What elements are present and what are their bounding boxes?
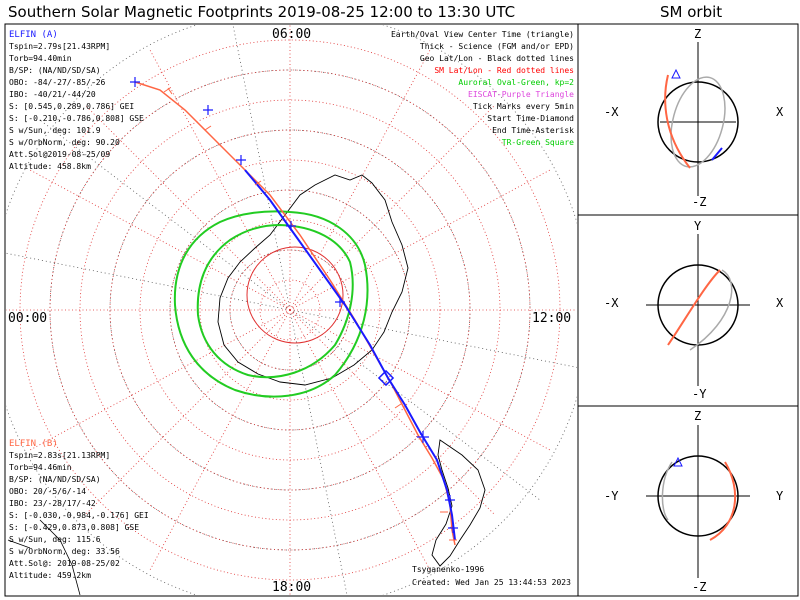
orbit-plot-xy: Y -Y -X X [604, 219, 784, 401]
orbit-plot-yz: Z -Z -Y Y [604, 409, 784, 594]
elfin-b-line: Altitude: 459.2km [9, 571, 91, 580]
legend-item: Thick - Science (FGM and/or EPD) [420, 42, 574, 51]
elfin-b-ticks [163, 87, 457, 541]
elfin-a-line: Altitude: 458.8km [9, 162, 91, 171]
elfin-a-track [244, 169, 456, 541]
legend-item: End Time-Asterisk [492, 126, 574, 135]
start-time-diamond [377, 369, 395, 387]
legend-item: Geo Lat/Lon - Black dotted lines [420, 54, 574, 63]
elfin-b-line: IBO: 23/-28/17/-42 [9, 499, 96, 508]
orbit-axis-label: -Y [604, 489, 619, 503]
elfin-a-line: OBO: -84/-27/-85/-26 [9, 78, 106, 87]
orbit-panel-xz [577, 23, 799, 216]
legend-item: Start Time-Diamond [487, 114, 574, 123]
africa-coastline [7, 519, 81, 595]
orbit-axis-label: Y [776, 489, 784, 503]
legend: Earth/Oval View Center Time (triangle) T… [391, 30, 574, 147]
auroral-oval-outer [173, 210, 369, 398]
orbit-axis-label: -X [604, 296, 619, 310]
elfin-a-info: ELFIN (A) Tspin=2.79s[21.43RPM] Torb=94.… [9, 30, 144, 171]
model-credit: Tsyganenko-1996 [412, 565, 484, 574]
orbit-plot-xz: Z -Z -X X [604, 27, 784, 209]
sm-reference-circle [246, 246, 344, 344]
elfin-a-line: Tspin=2.79s[21.43RPM] [9, 42, 110, 51]
legend-item: Auroral Oval-Green, kp=2 [458, 78, 574, 87]
elfin-a-ticks [130, 77, 458, 533]
orbit-axis-label: -Z [692, 580, 706, 594]
elfin-a-line: S w/Sun, deg: 101.9 [9, 126, 101, 135]
elfin-b-line: S w/OrbNorm, deg: 33.56 [9, 547, 120, 556]
elfin-a-title: ELFIN (A) [9, 30, 58, 40]
elfin-b-line: Torb=94.46min [9, 463, 72, 472]
sm-grid [6, 25, 577, 595]
auroral-oval-inner [196, 223, 354, 379]
elfin-b-info: ELFIN (B) Tspin=2.83s[21.13RPM] Torb=94.… [9, 439, 149, 580]
elfin-a-line: S: [0.545,0.289,0.786] GEI [9, 102, 134, 111]
orbit-panel-xy [577, 214, 799, 407]
time-label-top: 06:00 [272, 27, 311, 42]
elfin-a-line: B/SP: (NA/ND/SD/SA) [9, 66, 101, 75]
time-label-bottom: 18:00 [272, 580, 311, 595]
polar-map [6, 25, 577, 595]
legend-item: EISCAT-Purple Triangle [468, 90, 574, 99]
elfin-a-line: S w/OrbNorm, deg: 90.20 [9, 138, 120, 147]
elfin-a-line: S: [-0.210,-0.786,0.808] GSE [9, 114, 144, 123]
elfin-b-line: S: [-0.429,0.873,0.808] GSE [9, 523, 139, 532]
elfin-b-line: Tspin=2.83s[21.13RPM] [9, 451, 110, 460]
elfin-a-line: Torb=94.40min [9, 54, 72, 63]
orbit-axis-label: Y [694, 219, 702, 233]
elfin-b-line: B/SP: (NA/ND/SD/SA) [9, 475, 101, 484]
legend-item: Tick Marks every 5min [473, 102, 574, 111]
elfin-b-line: S w/Sun, deg: 115.6 [9, 535, 101, 544]
orbit-axis-label: Z [694, 409, 701, 423]
orbit-axis-label: -Y [692, 387, 707, 401]
time-label-left: 00:00 [8, 311, 47, 326]
orbit-axis-label: Z [694, 27, 701, 41]
created-timestamp: Created: Wed Jan 25 13:44:53 2023 [412, 578, 571, 587]
legend-item: Earth/Oval View Center Time (triangle) [391, 30, 574, 39]
elfin-a-line: IBO: -40/21/-44/20 [9, 90, 96, 99]
south-america-coastline [431, 439, 486, 567]
orbit-axis-label: -Z [692, 195, 706, 209]
page-title: Southern Solar Magnetic Footprints 2019-… [8, 3, 516, 21]
orbit-axis-label: X [776, 105, 784, 119]
elfin-b-line: S: [-0.030,-0.984,-0.176] GEI [9, 511, 149, 520]
orbit-panel-yz [577, 405, 799, 597]
elfin-b-line: OBO: 20/-5/6/-14 [9, 487, 86, 496]
elfin-b-title: ELFIN (B) [9, 439, 58, 449]
legend-item: TR-Green Square [502, 138, 574, 147]
elfin-b-line: Att.Sol@: 2019-08-25/02 [9, 559, 120, 568]
elfin-a-line: Att.Sol@2019-08-25/09 [9, 150, 110, 159]
legend-item: SM Lat/Lon - Red dotted lines [434, 66, 574, 75]
orbit-title: SM orbit [660, 3, 723, 21]
orbit-axis-label: -X [604, 105, 619, 119]
time-label-right: 12:00 [532, 311, 571, 326]
orbit-axis-label: X [776, 296, 784, 310]
elfin-b-track [134, 81, 456, 546]
